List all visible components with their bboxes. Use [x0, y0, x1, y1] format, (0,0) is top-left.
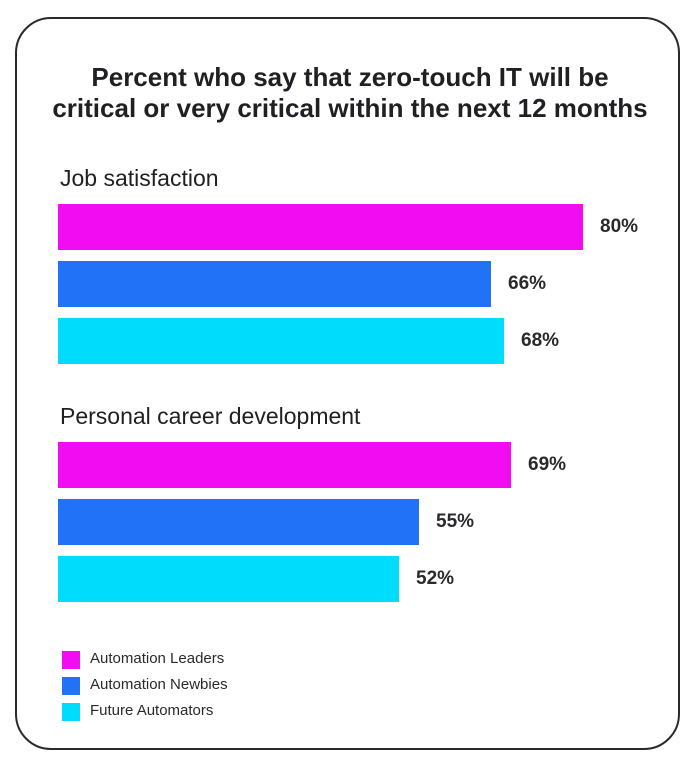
legend-swatch: [62, 651, 80, 669]
bar: [58, 318, 504, 364]
bar: [58, 442, 511, 488]
bar: [58, 556, 399, 602]
legend-label: Automation Newbies: [90, 676, 228, 693]
bar-value-label: 69%: [528, 454, 567, 475]
legend-label: Automation Leaders: [90, 650, 225, 667]
group-label: Personal career development: [60, 403, 361, 429]
chart-title: Percent who say that zero-touch IT will …: [0, 62, 700, 124]
chart-title-line-1: Percent who say that zero-touch IT will …: [91, 62, 609, 92]
legend-swatch: [62, 703, 80, 721]
chart-title-line-2: critical or very critical within the nex…: [52, 93, 648, 123]
bar-value-label: 55%: [436, 511, 475, 532]
legend-swatch: [62, 677, 80, 695]
bar-value-label: 68%: [521, 330, 560, 351]
bar-value-label: 66%: [508, 273, 547, 294]
bar-value-label: 52%: [416, 568, 455, 589]
group-label: Job satisfaction: [60, 165, 219, 191]
chart-card: [15, 17, 680, 750]
bar-value-label: 80%: [600, 216, 639, 237]
legend-label: Future Automators: [90, 702, 214, 719]
bar: [58, 261, 491, 307]
bar: [58, 204, 583, 250]
bar: [58, 499, 419, 545]
